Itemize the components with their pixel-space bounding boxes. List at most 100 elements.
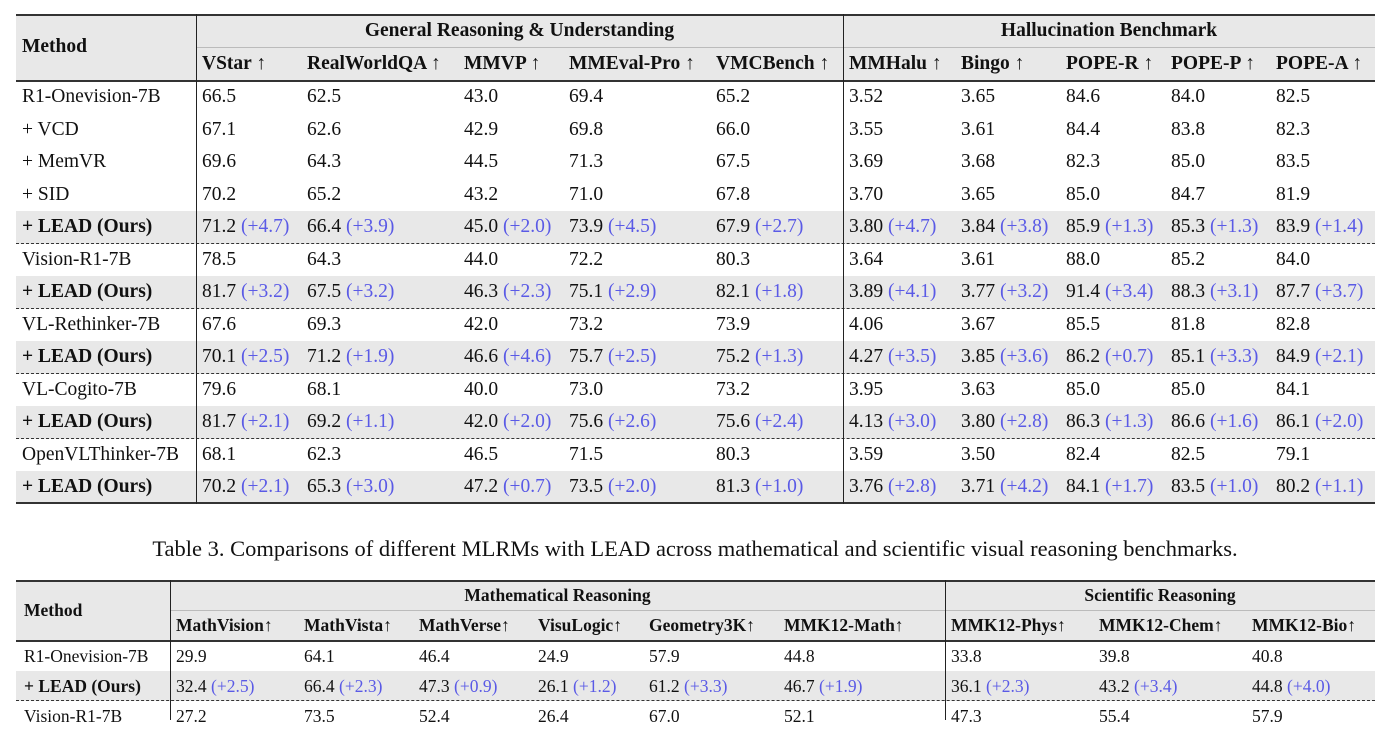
score-cell: 36.1 (+2.3) <box>951 671 1093 701</box>
score-value: 43.0 <box>464 86 499 108</box>
general-hallucination-table: Method General Reasoning & Understanding… <box>16 14 1375 504</box>
score-cell: 62.3 <box>307 439 458 472</box>
score-cell: 83.9 (+1.4) <box>1276 211 1375 244</box>
score-value: 69.2 <box>307 411 342 433</box>
score-cell: 46.5 <box>464 439 563 472</box>
score-cell: 86.1 (+2.0) <box>1276 406 1375 439</box>
score-value: 81.7 <box>202 411 237 433</box>
column-header: POPE-R ↑ <box>1066 52 1154 74</box>
score-value: 44.0 <box>464 248 499 270</box>
method-divider <box>196 14 198 504</box>
score-cell: 26.4 <box>538 701 643 731</box>
group-separator <box>16 307 1375 309</box>
score-value: 88.0 <box>1066 248 1101 270</box>
score-value: 4.13 <box>849 411 884 433</box>
score-value: 85.0 <box>1066 183 1101 205</box>
score-cell: 72.2 <box>569 244 710 277</box>
score-cell: 85.0 <box>1066 179 1165 212</box>
improvement-delta: (+2.8) <box>888 476 937 498</box>
improvement-delta: (+2.5) <box>608 346 657 368</box>
score-value: 83.8 <box>1171 118 1206 140</box>
score-value: 62.3 <box>307 443 342 465</box>
score-value: 69.4 <box>569 86 604 108</box>
score-cell: 85.1 (+3.3) <box>1171 341 1270 374</box>
score-cell: 81.3 (+1.0) <box>716 471 843 504</box>
score-cell: 47.3 (+0.9) <box>419 671 532 701</box>
score-cell: 3.59 <box>849 439 955 472</box>
score-value: 40.0 <box>464 378 499 400</box>
improvement-delta: (+2.5) <box>211 675 255 696</box>
score-cell: 82.3 <box>1276 114 1375 147</box>
score-value: 64.1 <box>304 645 335 666</box>
header-rule <box>16 80 1375 82</box>
score-cell: 85.0 <box>1171 146 1270 179</box>
column-header: Bingo ↑ <box>961 52 1025 74</box>
score-cell: 67.5 <box>716 146 843 179</box>
score-value: 3.80 <box>961 411 996 433</box>
score-cell: 67.9 (+2.7) <box>716 211 843 244</box>
score-cell: 3.55 <box>849 114 955 147</box>
score-value: 27.2 <box>176 705 207 726</box>
score-value: 3.55 <box>849 118 884 140</box>
score-value: 82.5 <box>1171 443 1206 465</box>
method-name: + LEAD (Ours) <box>22 476 153 498</box>
score-cell: 70.2 (+2.1) <box>202 471 301 504</box>
score-value: 3.84 <box>961 216 996 238</box>
improvement-delta: (+2.9) <box>608 281 657 303</box>
table-row: VL-Rethinker-7B 67.6 69.3 42.0 73.2 73.9 4.06 3… <box>16 309 1375 342</box>
score-value: 66.5 <box>202 86 237 108</box>
score-value: 84.0 <box>1276 248 1311 270</box>
score-cell: 85.2 <box>1171 244 1270 277</box>
score-cell: 71.5 <box>569 439 710 472</box>
score-value: 71.5 <box>569 443 604 465</box>
score-value: 84.6 <box>1066 86 1101 108</box>
method-name: + LEAD (Ours) <box>22 346 153 368</box>
table-row: + LEAD (Ours) 81.7 (+2.1) 69.2 (+1.1) 42.0 … <box>16 406 1375 439</box>
score-cell: 3.63 <box>961 374 1060 407</box>
score-value: 80.3 <box>716 248 751 270</box>
score-value: 3.50 <box>961 443 996 465</box>
improvement-delta: (+0.7) <box>1105 346 1154 368</box>
score-cell: 44.0 <box>464 244 563 277</box>
score-value: 3.68 <box>961 151 996 173</box>
score-cell: 3.65 <box>961 81 1060 114</box>
score-value: 82.1 <box>716 281 751 303</box>
score-value: 84.1 <box>1276 378 1311 400</box>
score-value: 67.9 <box>716 216 751 238</box>
score-cell: 62.6 <box>307 114 458 147</box>
improvement-delta: (+4.5) <box>608 216 657 238</box>
top-rule <box>16 14 1375 16</box>
score-cell: 88.0 <box>1066 244 1165 277</box>
table-row: + LEAD (Ours) 70.2 (+2.1) 65.3 (+3.0) 47.2 … <box>16 471 1375 504</box>
score-cell: 85.9 (+1.3) <box>1066 211 1165 244</box>
score-cell: 68.1 <box>307 374 458 407</box>
score-value: 66.0 <box>716 118 751 140</box>
score-value: 75.7 <box>569 346 604 368</box>
score-value: 42.9 <box>464 118 499 140</box>
improvement-delta: (+2.0) <box>503 411 552 433</box>
score-cell: 3.84 (+3.8) <box>961 211 1060 244</box>
score-value: 73.5 <box>304 705 335 726</box>
score-value: 83.5 <box>1171 476 1206 498</box>
score-value: 87.7 <box>1276 281 1311 303</box>
score-cell: 52.1 <box>784 701 945 731</box>
score-value: 64.3 <box>307 151 342 173</box>
score-value: 84.7 <box>1171 183 1206 205</box>
score-cell: 66.4 (+3.9) <box>307 211 458 244</box>
group-underline <box>196 47 1375 48</box>
score-cell: 40.0 <box>464 374 563 407</box>
group-divider <box>843 14 845 504</box>
score-cell: 73.9 <box>716 309 843 342</box>
score-cell: 57.9 <box>649 641 778 671</box>
improvement-delta: (+1.1) <box>346 411 395 433</box>
score-value: 86.1 <box>1276 411 1311 433</box>
score-value: 3.80 <box>849 216 884 238</box>
score-cell: 79.6 <box>202 374 301 407</box>
header-rule <box>16 640 1375 642</box>
group-divider <box>945 580 947 720</box>
improvement-delta: (+4.7) <box>888 216 937 238</box>
score-cell: 40.8 <box>1252 641 1375 671</box>
score-cell: 69.3 <box>307 309 458 342</box>
score-cell: 86.3 (+1.3) <box>1066 406 1165 439</box>
score-cell: 73.0 <box>569 374 710 407</box>
